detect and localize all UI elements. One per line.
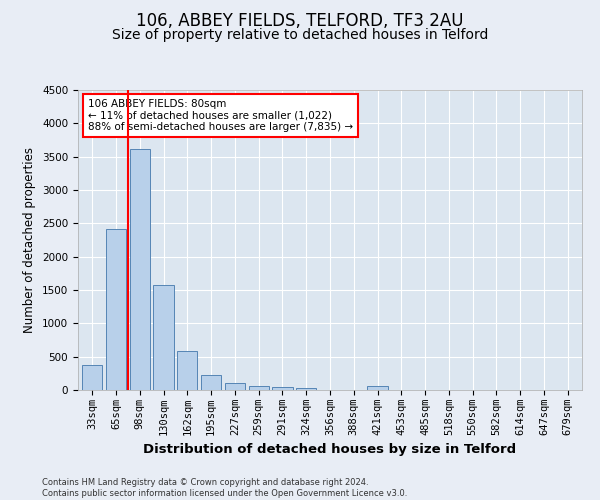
- Text: Distribution of detached houses by size in Telford: Distribution of detached houses by size …: [143, 442, 517, 456]
- Bar: [367, 386, 388, 390]
- Bar: [272, 388, 293, 390]
- Text: 106 ABBEY FIELDS: 80sqm
← 11% of detached houses are smaller (1,022)
88% of semi: 106 ABBEY FIELDS: 80sqm ← 11% of detache…: [88, 99, 353, 132]
- Bar: [106, 228, 126, 390]
- Bar: [82, 366, 103, 390]
- Y-axis label: Number of detached properties: Number of detached properties: [23, 147, 37, 333]
- Bar: [130, 148, 150, 390]
- Bar: [248, 386, 269, 390]
- Text: 106, ABBEY FIELDS, TELFORD, TF3 2AU: 106, ABBEY FIELDS, TELFORD, TF3 2AU: [136, 12, 464, 30]
- Bar: [154, 284, 173, 390]
- Bar: [296, 388, 316, 390]
- Bar: [201, 374, 221, 390]
- Text: Contains HM Land Registry data © Crown copyright and database right 2024.
Contai: Contains HM Land Registry data © Crown c…: [42, 478, 407, 498]
- Bar: [225, 382, 245, 390]
- Bar: [177, 350, 197, 390]
- Text: Size of property relative to detached houses in Telford: Size of property relative to detached ho…: [112, 28, 488, 42]
